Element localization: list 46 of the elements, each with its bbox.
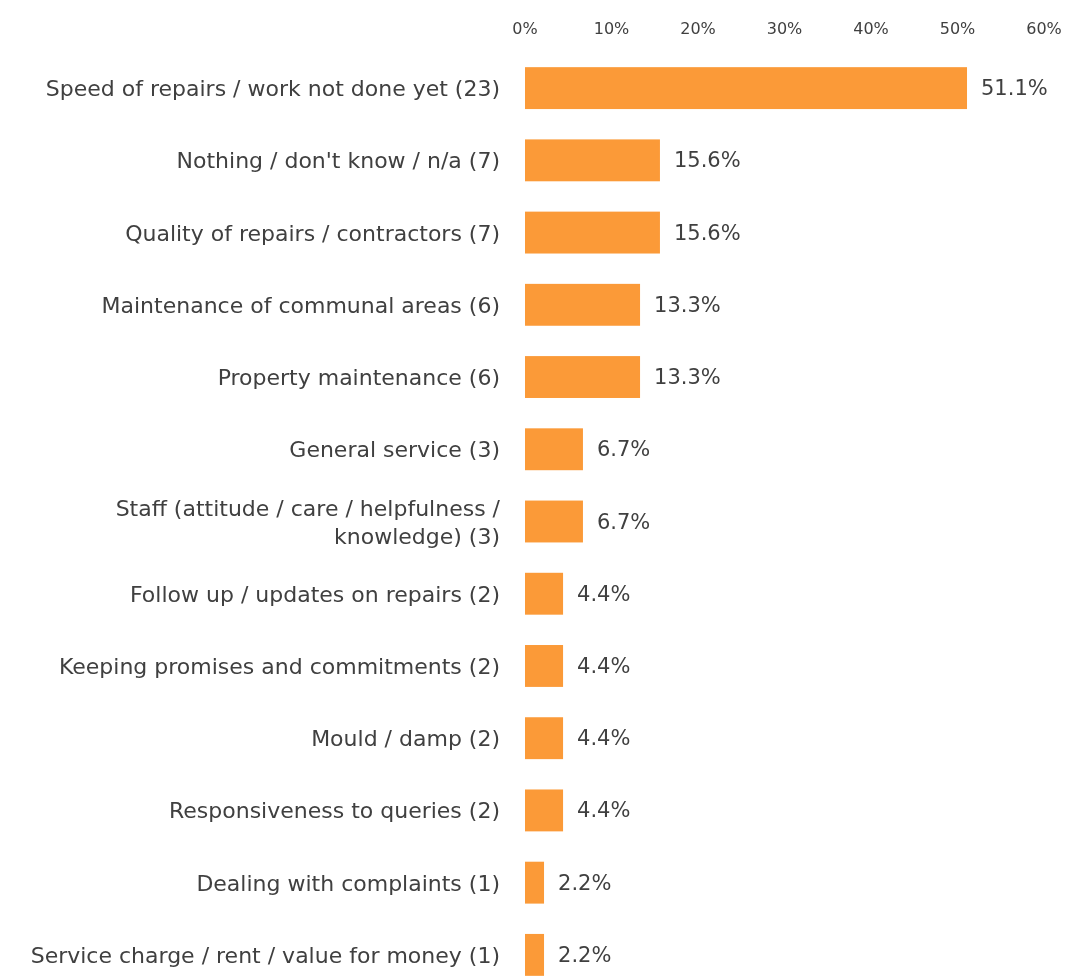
bar [525,211,660,254]
bar [525,67,968,110]
y-tick-label: Maintenance of communal areas (6) [101,292,500,318]
y-tick-label: Nothing / don't know / n/a (7) [176,147,500,173]
data-label: 51.1% [981,76,1048,101]
y-tick-label: Service charge / rent / value for money (1) [30,942,500,968]
y-tick-label: Dealing with complaints (1) [196,870,500,896]
data-label: 4.4% [577,581,631,606]
y-tick-label: Mould / damp (2) [311,725,500,751]
bar [525,789,564,832]
x-tick-label: 0% [512,19,538,38]
bar [525,428,583,471]
bar [525,283,641,326]
bar [525,139,660,182]
data-label: 4.4% [577,726,631,751]
x-tick-label: 20% [680,19,716,38]
y-tick-label: Responsiveness to queries (2) [168,797,500,823]
bar [525,500,583,543]
x-tick-label: 30% [766,19,803,38]
data-label: 6.7% [596,437,651,462]
y-tick-label: Keeping promises and commitments (2) [58,653,500,679]
bar [525,572,564,615]
bar [525,356,641,398]
y-tick-label: Follow up / updates on repairs (2) [130,581,500,607]
data-label: 13.3% [654,292,721,317]
data-label: 15.6% [673,148,741,173]
y-tick-label: Property maintenance (6) [217,364,500,390]
x-tick-label: 60% [1026,19,1062,38]
x-tick-label: 10% [593,19,630,38]
data-label: 2.2% [558,942,612,967]
y-tick-label: General service (3) [289,436,500,462]
data-label: 2.2% [558,870,612,895]
data-label: 6.7% [596,509,651,534]
y-tick-label: Quality of repairs / contractors (7) [125,220,500,246]
data-label: 13.3% [654,365,721,390]
x-tick-label: 50% [939,19,976,38]
y-tick-label: Staff (attitude / care / helpfulness / knowledge) (3) [115,495,501,548]
data-label: 4.4% [577,653,631,678]
bar [525,717,564,760]
data-label: 15.6% [673,220,741,245]
bar [525,645,564,687]
bar [525,861,545,904]
x-tick-label: 40% [853,19,889,38]
y-tick-label: Speed of repairs / work not done yet (23) [45,75,500,101]
bar [525,933,545,976]
data-label: 4.4% [577,798,631,823]
